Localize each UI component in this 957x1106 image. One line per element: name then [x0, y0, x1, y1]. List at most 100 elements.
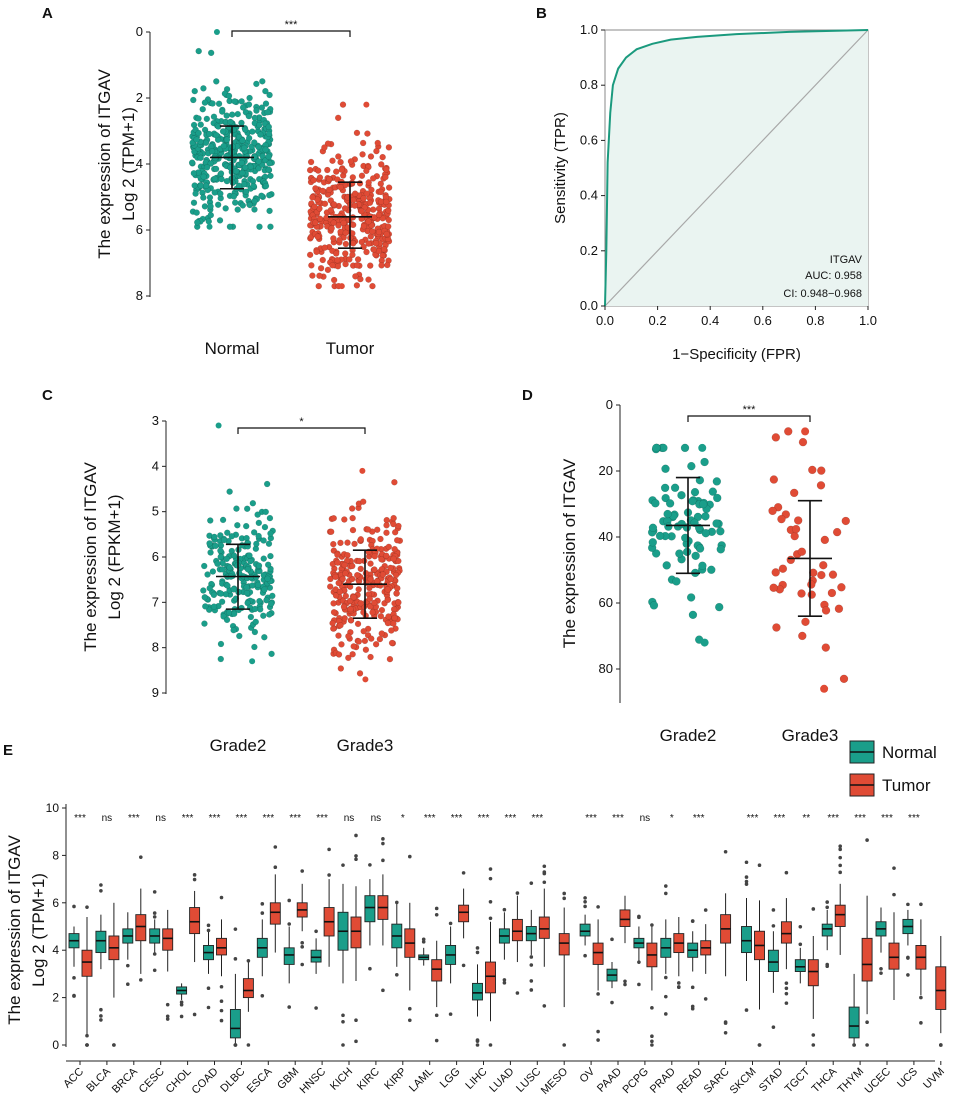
panel-a-point: [203, 115, 211, 123]
roc-y-tick-label: 0.4: [580, 188, 598, 203]
panel-c-point: [211, 533, 218, 541]
box-tumor-outlier: [865, 1020, 869, 1025]
panel-a-point: [219, 128, 227, 135]
panel-a-point: [265, 166, 272, 173]
box-tumor-outlier: [165, 1017, 170, 1021]
panel-a-point: [239, 202, 247, 209]
panel-d-point: [661, 464, 670, 474]
panel-c-point: [226, 564, 233, 571]
roc-y-tick-label: 0.0: [580, 298, 598, 313]
box-x-tick-label: UCEC: [863, 1066, 894, 1097]
panel-c-point: [337, 539, 344, 547]
panel-a-point: [359, 139, 367, 147]
panel-a-point: [251, 197, 258, 205]
box-normal-outlier: [690, 1006, 695, 1011]
panel-a-point: [197, 182, 205, 189]
box-tumor-outlier: [784, 1001, 789, 1005]
panel-c-point: [201, 594, 208, 601]
panel-c-y-tick-label: 5: [152, 504, 159, 519]
panel-c-point: [356, 557, 363, 565]
box-normal-outlier: [906, 902, 910, 907]
panel-c-point: [332, 573, 339, 581]
panel-a-point: [337, 184, 344, 191]
panel-c-y-tick-label: 6: [152, 549, 159, 564]
box-x-tick-label: COAD: [190, 1066, 221, 1097]
panel-a-point: [234, 206, 241, 213]
box-tumor-outlier: [408, 854, 412, 859]
box-tumor-outlier: [784, 986, 789, 991]
panel-c-point: [335, 632, 342, 639]
panel-a-significance-bracket: [231, 30, 351, 37]
box-normal-outlier: [744, 879, 749, 884]
box-significance-label: ns: [371, 813, 382, 824]
box-tumor-outlier: [650, 923, 654, 927]
panel-c-point: [236, 632, 243, 640]
box-normal-box: [848, 1006, 860, 1039]
panel-c-point: [350, 594, 357, 601]
panel-c-point: [244, 566, 252, 573]
roc-y-tick-label: 1.0: [580, 22, 598, 37]
box-tumor-outlier: [542, 1004, 547, 1008]
box-normal-outlier: [314, 1006, 318, 1010]
box-tumor-box: [780, 921, 792, 944]
panel-a-point: [356, 180, 364, 187]
box-normal-outlier: [825, 964, 829, 969]
box-normal-outlier: [179, 1002, 184, 1007]
box-normal-box: [579, 923, 591, 937]
panel-a-point: [385, 144, 393, 151]
panel-a-point: [330, 235, 337, 242]
panel-a-point: [231, 199, 239, 206]
panel-a-point: [245, 101, 253, 108]
roc-x-tick-label: 0.2: [649, 313, 667, 328]
panel-a-point: [324, 166, 331, 174]
box-tumor-box: [485, 961, 496, 994]
panel-a-point: [363, 190, 371, 197]
panel-a-point: [367, 262, 374, 269]
box-normal-outlier: [664, 884, 668, 888]
box-normal-outlier: [287, 922, 292, 926]
box-tumor-outlier: [461, 963, 466, 968]
panel-a-point: [327, 206, 335, 214]
panel-a-jitter-plot: 0 2 4 6 8 The expression of ITGAV Log 2 (TPM+1…: [95, 19, 393, 358]
panel-a-point: [255, 158, 262, 165]
box-significance-label: ***: [585, 813, 597, 824]
panel-a-point: [337, 228, 344, 236]
panel-a-point: [378, 262, 385, 269]
panel-c-point: [345, 654, 352, 662]
panel-a-point: [258, 192, 265, 199]
panel-a-point: [330, 201, 338, 208]
panel-a-point: [238, 98, 245, 105]
panel-c-point: [212, 542, 219, 550]
legend-tumor-label: Tumor: [882, 776, 931, 795]
panel-c-point: [337, 665, 345, 672]
panel-a-point: [375, 228, 383, 236]
panel-d-point: [695, 544, 705, 553]
box-normal-outlier: [664, 1012, 668, 1016]
panel-c-point: [262, 508, 269, 516]
panel-a-point: [324, 266, 332, 274]
panel-a-point: [264, 109, 271, 116]
box-normal-outlier: [152, 911, 157, 915]
box-tumor-outlier: [542, 880, 547, 885]
panel-c-point: [354, 571, 361, 579]
box-normal-outlier: [879, 971, 883, 975]
panel-d-point: [841, 516, 850, 526]
panel-d-point: [713, 493, 722, 503]
panel-c-point: [334, 559, 341, 566]
panel-d-point: [807, 580, 816, 589]
box-tumor-outlier: [354, 1039, 358, 1044]
box-normal-outlier: [744, 860, 749, 865]
box-y-tick-label: 8: [52, 848, 59, 862]
panel-a-point: [360, 195, 367, 202]
panel-c-point: [392, 571, 400, 579]
panel-d-point: [661, 493, 670, 503]
box-y-tick-label: 6: [52, 896, 59, 910]
panel-c-point: [269, 592, 276, 600]
panel-a-point: [206, 223, 213, 230]
panel-d-point: [660, 483, 670, 493]
panel-a-point: [195, 129, 202, 137]
panel-c-point: [376, 635, 384, 643]
panel-a-point: [373, 147, 380, 155]
box-x-tick-label: DLBC: [218, 1066, 247, 1095]
panel-a-point: [239, 137, 246, 144]
